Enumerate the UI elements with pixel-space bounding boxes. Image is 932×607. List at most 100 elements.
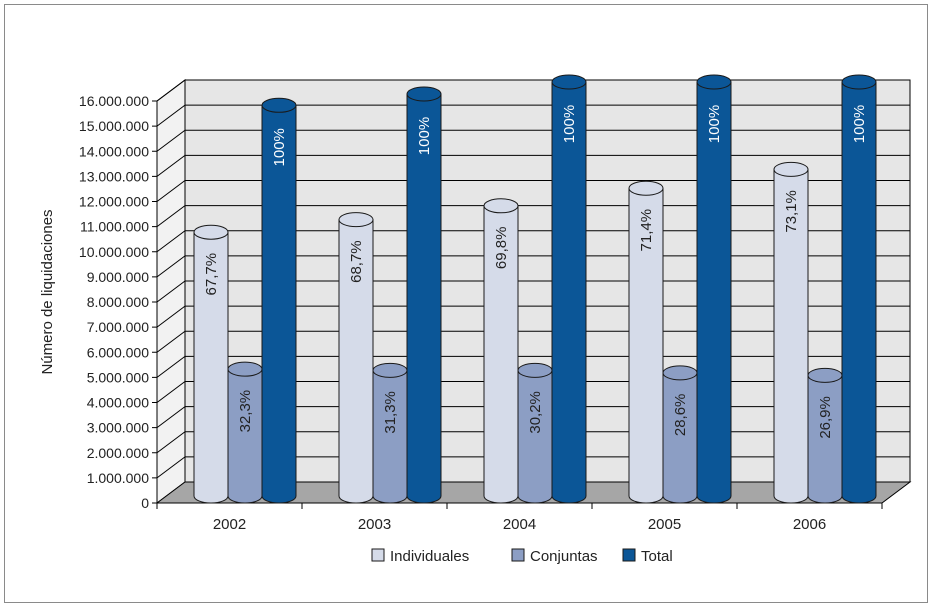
legend-item-total: Total xyxy=(622,548,673,565)
bar-top xyxy=(483,198,519,214)
y-tick-label: 11.000.000 xyxy=(80,219,149,235)
legend-swatch xyxy=(371,548,385,562)
bar-data-label: 100% xyxy=(271,128,288,166)
y-tick-label: 9.000.000 xyxy=(87,269,149,285)
bar-body xyxy=(517,369,553,504)
bar-data-label: 100% xyxy=(561,105,578,143)
x-tick-label: 2003 xyxy=(358,516,391,533)
x-tick-label: 2002 xyxy=(213,516,246,533)
bar-top xyxy=(551,74,587,90)
bar-data-label: 71,4% xyxy=(638,209,655,252)
bar-top xyxy=(193,224,229,240)
gridline xyxy=(156,431,186,454)
legend-label: Conjuntas xyxy=(530,548,598,565)
y-tick-label: 16.000.000 xyxy=(79,93,149,109)
bar-top xyxy=(372,362,408,378)
bar-top xyxy=(406,86,442,102)
bar-data-label: 67,7% xyxy=(203,253,220,296)
y-tick-label: 12.000.000 xyxy=(79,194,149,210)
bar-data-label: 73,1% xyxy=(783,190,800,233)
x-tick-label: 2004 xyxy=(503,516,536,533)
bar-top xyxy=(841,74,877,90)
bar-individuales-2004: 69,8% xyxy=(483,198,519,504)
bar-data-label: 31,3% xyxy=(382,391,399,434)
gridline xyxy=(156,230,186,253)
bar-top xyxy=(338,212,374,228)
chart-legend: Individuales Conjuntas Total xyxy=(371,548,673,565)
bar-individuales-2005: 71,4% xyxy=(628,180,664,504)
bar-conjuntas-2005: 28,6% xyxy=(662,365,698,504)
bar-body xyxy=(372,369,408,504)
bar-conjuntas-2003: 31,3% xyxy=(372,362,408,504)
bar-total-2004: 100% xyxy=(551,74,587,504)
legend-label: Individuales xyxy=(390,548,469,565)
bar-top xyxy=(517,362,553,378)
bar-top xyxy=(696,74,732,90)
y-tick-label: 7.000.000 xyxy=(87,319,149,335)
gridline xyxy=(156,355,186,378)
chart-axes: 0 1.000.000 2.000.000 3.000.000 4.000.000 5.0… xyxy=(39,93,883,533)
gridline xyxy=(156,79,186,102)
bar-total-2002: 100% xyxy=(261,97,297,504)
gridline xyxy=(156,381,186,403)
chart-bars: 67,7% 32,3% 100% 68,7% 31,3% 100% 69,8% 30,2% 10… xyxy=(193,74,877,504)
y-tick-label: 0 xyxy=(141,495,149,511)
gridline xyxy=(156,456,186,479)
y-tick-label: 10.000.000 xyxy=(79,244,149,260)
bar-data-label: 28,6% xyxy=(672,394,689,437)
bar-individuales-2002: 67,7% xyxy=(193,224,229,504)
y-tick-label: 15.000.000 xyxy=(79,118,149,134)
bar-individuales-2006: 73,1% xyxy=(773,161,809,504)
y-tick-label: 4.000.000 xyxy=(87,395,149,411)
bar-conjuntas-2004: 30,2% xyxy=(517,362,553,504)
y-tick-label: 6.000.000 xyxy=(87,344,149,360)
bar-data-label: 100% xyxy=(416,117,433,155)
gridline xyxy=(156,180,186,202)
y-tick-label: 8.000.000 xyxy=(87,294,149,310)
bar-data-label: 32,3% xyxy=(237,390,254,433)
y-tick-label: 1.000.000 xyxy=(87,470,149,486)
bar-conjuntas-2002: 32,3% xyxy=(227,361,263,504)
bar-top xyxy=(628,180,664,196)
legend-swatch xyxy=(622,548,636,562)
y-tick-label: 14.000.000 xyxy=(79,143,149,159)
x-tick-label: 2005 xyxy=(648,516,681,533)
gridline xyxy=(156,154,186,177)
y-tick-label: 2.000.000 xyxy=(87,445,149,461)
bar-body xyxy=(227,368,263,504)
bar-data-label: 30,2% xyxy=(527,391,544,434)
legend-label: Total xyxy=(641,548,673,565)
y-tick-label: 3.000.000 xyxy=(87,420,149,436)
gridline xyxy=(156,406,186,429)
gridline xyxy=(156,330,186,353)
legend-item-conjuntas: Conjuntas xyxy=(511,548,598,565)
bar-top xyxy=(227,361,263,377)
gridline xyxy=(156,305,186,328)
legend-item-individuales: Individuales xyxy=(371,548,469,565)
bar-conjuntas-2006: 26,9% xyxy=(807,367,843,504)
bar-body xyxy=(261,104,297,504)
bar-total-2003: 100% xyxy=(406,86,442,504)
bar-body xyxy=(662,372,698,504)
bar-total-2006: 100% xyxy=(841,74,877,504)
legend-swatch xyxy=(511,548,525,562)
y-tick-label: 5.000.000 xyxy=(87,369,149,385)
x-tick-label: 2006 xyxy=(793,516,826,533)
bar-body xyxy=(551,81,587,504)
gridline xyxy=(156,255,186,278)
bar-body xyxy=(696,81,732,504)
bar-total-2005: 100% xyxy=(696,74,732,504)
bar-individuales-2003: 68,7% xyxy=(338,212,374,504)
bar-top xyxy=(773,161,809,177)
bar-data-label: 69,8% xyxy=(493,227,510,270)
bar-top xyxy=(662,365,698,381)
gridline xyxy=(156,280,186,303)
gridline xyxy=(156,104,186,127)
bar-top xyxy=(807,367,843,383)
gridline xyxy=(156,205,186,228)
bar-data-label: 26,9% xyxy=(817,396,834,439)
bar-body xyxy=(406,93,442,504)
bar-data-label: 100% xyxy=(851,105,868,143)
bar-data-label: 68,7% xyxy=(348,240,365,283)
